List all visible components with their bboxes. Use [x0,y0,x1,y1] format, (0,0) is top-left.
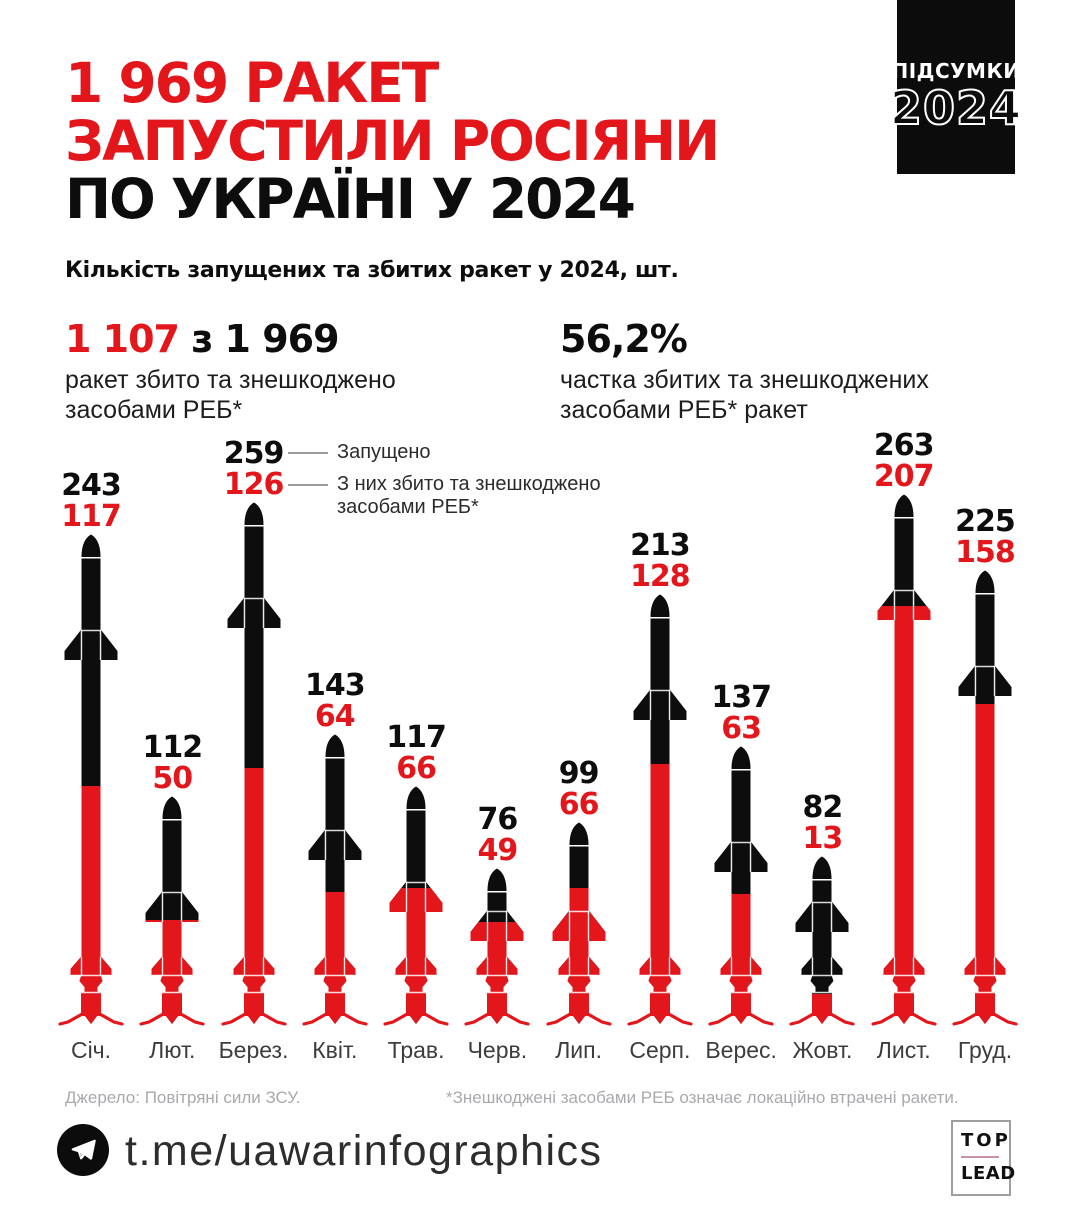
title-line-3: ПО УКРАЇНІ У 2024 [65,167,636,231]
missile-bar [546,822,612,1026]
launched-count: 259 [223,436,285,471]
downed-count: 207 [873,459,935,494]
month-label: Берез. [218,1037,289,1063]
launched-count: 117 [386,720,447,755]
telegram-paper-plane-icon [71,1139,96,1160]
legend-downed: З них збито та знешкоджено засобами РЕБ* [288,473,601,519]
toplead-logo: TOP LEAD [951,1120,1016,1196]
value-labels: 243 117 [46,470,136,532]
value-labels: 117 66 [371,722,461,784]
legend-launched: Запущено [288,441,601,464]
value-labels: 112 50 [127,732,217,794]
downed-count: 64 [314,699,356,734]
legend-launched-label: Запущено [337,441,431,463]
value-labels: 263 207 [859,430,949,492]
launched-count: 143 [304,668,366,703]
missile-bar [708,746,774,1026]
value-labels: 213 128 [615,530,705,592]
launched-count: 243 [61,468,122,503]
year-summary-badge: ПІДСУМКИ 2024 [889,0,1022,174]
downed-count: 117 [61,499,122,534]
badge-year: 2024 [889,81,1023,135]
downed-count: 66 [558,787,600,822]
missile-bar [789,856,856,1026]
value-labels: 76 49 [452,804,542,866]
badge-label: ПІДСУМКИ [891,59,1021,83]
missile-bar [871,494,937,1026]
title-line-1: 1 969 РАКЕТ [65,51,439,115]
value-labels: 225 158 [940,506,1030,568]
missile-bar [952,570,1018,1026]
downed-count: 50 [152,761,193,796]
stat-downed-value: 1 107 [65,317,180,361]
toplead-logo-lead: LEAD [961,1163,1016,1184]
launched-count: 82 [802,790,844,825]
missile-bar [383,786,449,1026]
missile-bar [139,796,205,1026]
value-labels: 143 64 [290,670,380,732]
launched-count: 137 [711,680,772,715]
missile-bar [302,734,368,1026]
stat-downed-desc: ракет збито та знешкоджено засобами РЕБ* [65,366,396,424]
stat-downed-share: 56,2% частка збитих та знешкоджених засо… [560,318,929,425]
chart-legend: Запущено З них збито та знешкоджено засо… [288,441,601,519]
downed-count: 49 [477,833,518,868]
month-label: Черв. [467,1037,528,1063]
toplead-logo-divider [961,1156,999,1158]
stat-downed-total: 1 107 з 1 969 ракет збито та знешкоджено… [65,318,396,425]
month-label: Квіт. [312,1037,358,1063]
page-title: 1 969 РАКЕТ ЗАПУСТИЛИ РОСІЯНИ ПО УКРАЇНІ… [65,51,720,231]
title-line-2: ЗАПУСТИЛИ РОСІЯНИ [65,109,720,173]
missile-bar [464,868,530,1026]
downed-count: 66 [396,751,437,786]
missile-bar [627,594,693,1026]
value-labels: 82 13 [777,792,867,854]
stat-total-value: з 1 969 [179,317,339,361]
downed-count: 158 [955,535,1016,570]
value-labels: 99 66 [534,758,624,820]
telegram-handle-link[interactable]: t.me/uawarinfographics [125,1127,603,1175]
downed-count: 128 [630,559,691,594]
month-label: Лист. [876,1037,931,1063]
month-label: Січ. [70,1037,112,1063]
month-label: Груд. [957,1037,1013,1063]
launched-count: 76 [477,802,518,837]
legend-connector-line [288,452,328,454]
month-label: Лип. [555,1037,602,1063]
launched-count: 112 [142,730,203,765]
launched-count: 263 [873,428,935,463]
stat-share-desc: частка збитих та знешкоджених засобами Р… [560,366,929,424]
downed-count: 126 [223,467,285,502]
legend-connector-line [288,484,328,486]
downed-count: 13 [802,821,844,856]
chart-subtitle: Кількість запущених та збитих ракет у 20… [65,258,679,283]
asterisk-note: *Знешкоджені засобами РЕБ означає локаці… [446,1088,959,1107]
toplead-logo-top: TOP [961,1130,1011,1151]
launched-count: 213 [630,528,691,563]
month-label: Трав. [387,1037,445,1063]
month-label: Жовт. [792,1037,853,1063]
month-label: Лют. [149,1037,196,1063]
launched-count: 99 [558,756,600,791]
value-labels: 137 63 [696,682,786,744]
legend-downed-label: З них збито та знешкоджено засобами РЕБ* [337,473,601,518]
month-label: Верес. [705,1037,777,1063]
downed-count: 63 [721,711,762,746]
missile-bar [58,534,124,1026]
source-note: Джерело: Повітряні сили ЗСУ. [65,1088,301,1107]
launched-count: 225 [955,504,1016,539]
month-label: Серп. [629,1037,691,1063]
missile-bar [220,502,287,1026]
value-labels: 259 126 [209,438,299,500]
telegram-icon [57,1124,109,1176]
stat-share-value: 56,2% [560,317,688,361]
